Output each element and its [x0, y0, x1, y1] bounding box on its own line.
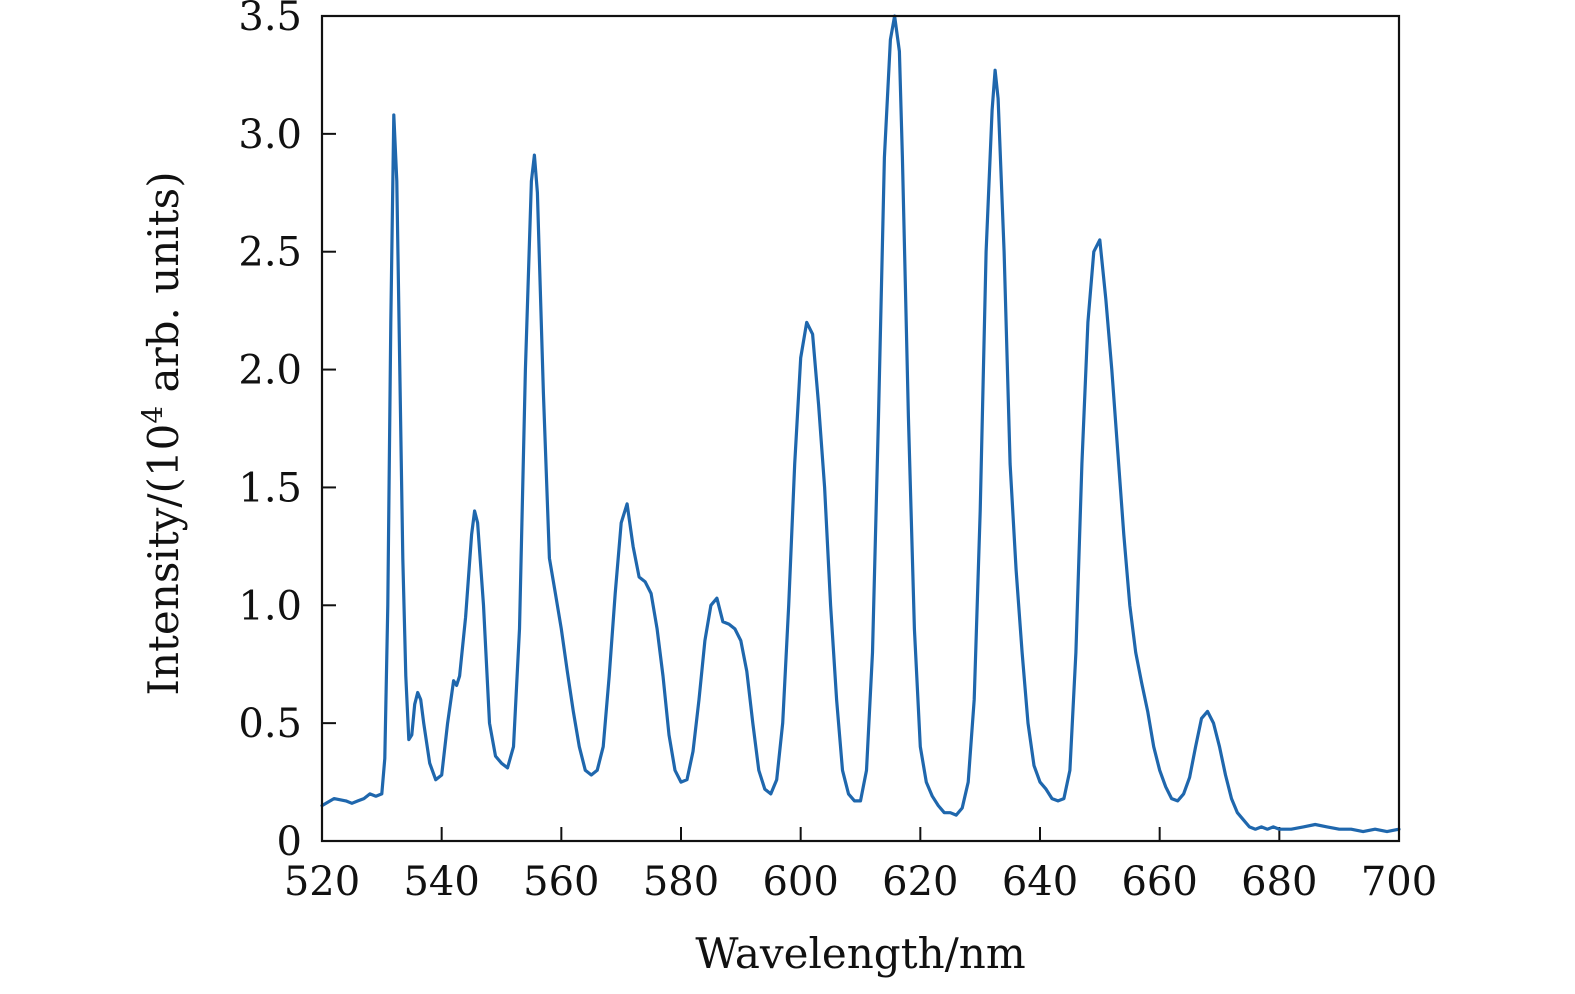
y-tick-label: 1.5 [238, 465, 302, 511]
x-tick-label: 540 [403, 859, 479, 905]
y-tick-label: 2.0 [238, 348, 302, 394]
x-tick-label: 700 [1361, 859, 1437, 905]
x-tick-label: 680 [1241, 859, 1317, 905]
y-tick-label: 3.5 [238, 0, 302, 40]
y-tick-label: 3.0 [238, 112, 302, 158]
plot-frame [320, 14, 1401, 843]
x-tick-label: 620 [882, 859, 958, 905]
y-axis-title-superscript: 4 [136, 406, 169, 424]
y-tick-label: 0 [277, 819, 302, 865]
x-tick-label: 640 [1002, 859, 1078, 905]
x-tick-label: 660 [1121, 859, 1197, 905]
y-tick-label: 0.5 [238, 701, 302, 747]
y-tick-label: 1.0 [238, 583, 302, 629]
spectrum-line [320, 14, 1401, 834]
y-axis-title-prefix: Intensity/(10 [139, 424, 188, 696]
x-axis-title: Wavelength/nm [695, 929, 1025, 978]
x-tick-label: 580 [643, 859, 719, 905]
x-tick-label: 520 [284, 859, 360, 905]
y-axis-title: Intensity/(104 arb. units) [136, 171, 188, 695]
y-axis-title-suffix: arb. units) [139, 171, 188, 405]
x-tick-label: 600 [762, 859, 838, 905]
y-axis: 0 0.5 1.0 1.5 2.0 2.5 3.0 3.5 [238, 0, 336, 865]
x-tick-label: 560 [523, 859, 599, 905]
y-tick-label: 2.5 [238, 230, 302, 276]
x-axis: 520 540 560 580 600 620 640 660 680 700 [284, 827, 1437, 905]
